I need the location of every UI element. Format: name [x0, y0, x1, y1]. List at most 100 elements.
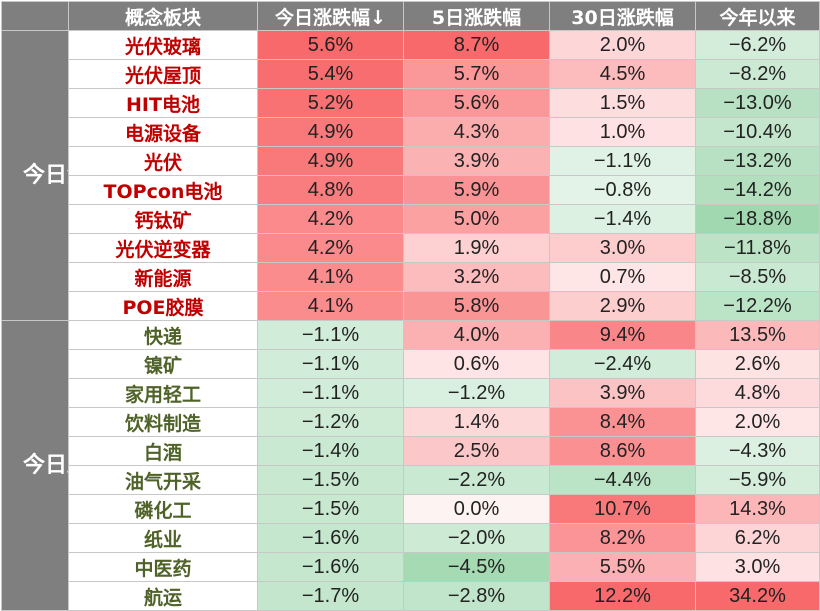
5day-change-cell: 5.0%: [403, 204, 550, 234]
ytd-change-cell: −18.8%: [695, 204, 820, 234]
sector-name-cell[interactable]: 饮料制造: [68, 407, 258, 437]
sector-name-cell[interactable]: 光伏逆变器: [68, 233, 258, 263]
5day-change-cell: 3.9%: [403, 146, 550, 176]
5day-change-cell: 4.0%: [403, 320, 550, 350]
ytd-change-cell: −10.4%: [695, 117, 820, 147]
ytd-change-cell: −6.2%: [695, 30, 820, 60]
ytd-change-cell: 6.2%: [695, 523, 820, 553]
column-header-ytd-change[interactable]: 今年以来: [695, 1, 820, 31]
sector-name-cell[interactable]: 航运: [68, 581, 258, 611]
ytd-change-cell: 13.5%: [695, 320, 820, 350]
table-row: 家用轻工 −1.1% −1.2% 3.9% 4.8%: [2, 378, 820, 408]
table-body: 今日涨幅前十光伏玻璃5.6%8.7%2.0%−6.2%光伏屋顶5.4%5.7%4…: [1, 30, 820, 611]
30day-change-cell: 1.5%: [549, 88, 696, 118]
30day-change-cell: 1.0%: [549, 117, 696, 147]
sector-name-cell[interactable]: HIT电池: [68, 88, 258, 118]
column-header-30day-change[interactable]: 30日涨跌幅: [549, 1, 696, 31]
table-row: 新能源 4.1% 3.2% 0.7% −8.5%: [2, 262, 820, 292]
sector-name-cell[interactable]: 钙钛矿: [68, 204, 258, 234]
group-label-text: 今日跌幅前十: [23, 453, 68, 478]
ytd-change-cell: −13.2%: [695, 146, 820, 176]
sector-name-cell[interactable]: 光伏: [68, 146, 258, 176]
sector-name-cell[interactable]: POE胶膜: [68, 291, 258, 321]
30day-change-cell: 2.9%: [549, 291, 696, 321]
5day-change-cell: −4.5%: [403, 552, 550, 582]
table-row: 纸业 −1.6% −2.0% 8.2% 6.2%: [2, 523, 820, 553]
column-header-sector[interactable]: 概念板块: [68, 1, 258, 31]
group-label-text: 今日涨幅前十: [23, 163, 68, 188]
30day-change-cell: −1.1%: [549, 146, 696, 176]
ytd-change-cell: −5.9%: [695, 465, 820, 495]
today-change-cell: −1.1%: [257, 378, 404, 408]
5day-change-cell: −2.0%: [403, 523, 550, 553]
ytd-change-cell: 3.0%: [695, 552, 820, 582]
5day-change-cell: 1.9%: [403, 233, 550, 263]
5day-change-cell: 8.7%: [403, 30, 550, 60]
sector-name-cell[interactable]: 光伏玻璃: [68, 30, 258, 60]
today-change-cell: −1.6%: [257, 523, 404, 553]
sector-name-cell[interactable]: 新能源: [68, 262, 258, 292]
table-row: 光伏屋顶 5.4% 5.7% 4.5% −8.2%: [2, 59, 820, 89]
ytd-change-cell: −4.3%: [695, 436, 820, 466]
5day-change-cell: 5.8%: [403, 291, 550, 321]
ytd-change-cell: −14.2%: [695, 175, 820, 205]
5day-change-cell: 0.0%: [403, 494, 550, 524]
table-row: 光伏 4.9% 3.9% −1.1% −13.2%: [2, 146, 820, 176]
today-change-cell: 4.1%: [257, 291, 404, 321]
today-change-cell: 5.2%: [257, 88, 404, 118]
sector-name-cell[interactable]: 纸业: [68, 523, 258, 553]
table-row: HIT电池 5.2% 5.6% 1.5% −13.0%: [2, 88, 820, 118]
5day-change-cell: 3.2%: [403, 262, 550, 292]
sector-name-cell[interactable]: 中医药: [68, 552, 258, 582]
column-header-5day-change[interactable]: 5日涨跌幅: [403, 1, 550, 31]
30day-change-cell: −0.8%: [549, 175, 696, 205]
ytd-change-cell: −8.2%: [695, 59, 820, 89]
column-header-today-change[interactable]: 今日涨跌幅↓: [257, 1, 404, 31]
today-change-cell: −1.5%: [257, 494, 404, 524]
5day-change-cell: −2.8%: [403, 581, 550, 611]
30day-change-cell: −4.4%: [549, 465, 696, 495]
group-label-top-losers: 今日跌幅前十: [1, 320, 69, 611]
table-row: 镍矿 −1.1% 0.6% −2.4% 2.6%: [2, 349, 820, 379]
ytd-change-cell: 2.6%: [695, 349, 820, 379]
sector-name-cell[interactable]: 油气开采: [68, 465, 258, 495]
table-row: POE胶膜 4.1% 5.8% 2.9% −12.2%: [2, 291, 820, 321]
sector-name-cell[interactable]: 家用轻工: [68, 378, 258, 408]
ytd-change-cell: −13.0%: [695, 88, 820, 118]
sector-name-cell[interactable]: TOPcon电池: [68, 175, 258, 205]
5day-change-cell: 0.6%: [403, 349, 550, 379]
today-change-cell: 5.6%: [257, 30, 404, 60]
30day-change-cell: 8.6%: [549, 436, 696, 466]
today-change-cell: 4.9%: [257, 117, 404, 147]
30day-change-cell: 0.7%: [549, 262, 696, 292]
5day-change-cell: −1.2%: [403, 378, 550, 408]
sector-name-cell[interactable]: 光伏屋顶: [68, 59, 258, 89]
today-change-cell: −1.1%: [257, 349, 404, 379]
30day-change-cell: 10.7%: [549, 494, 696, 524]
today-change-cell: −1.4%: [257, 436, 404, 466]
5day-change-cell: 4.3%: [403, 117, 550, 147]
sector-name-cell[interactable]: 快递: [68, 320, 258, 350]
table-row: 航运 −1.7% −2.8% 12.2% 34.2%: [2, 581, 820, 611]
sector-name-cell[interactable]: 镍矿: [68, 349, 258, 379]
table-row: 电源设备 4.9% 4.3% 1.0% −10.4%: [2, 117, 820, 147]
table-row: 钙钛矿 4.2% 5.0% −1.4% −18.8%: [2, 204, 820, 234]
30day-change-cell: 9.4%: [549, 320, 696, 350]
sector-name-cell[interactable]: 电源设备: [68, 117, 258, 147]
today-change-cell: 5.4%: [257, 59, 404, 89]
5day-change-cell: 1.4%: [403, 407, 550, 437]
ytd-change-cell: 14.3%: [695, 494, 820, 524]
table-row: 饮料制造 −1.2% 1.4% 8.4% 2.0%: [2, 407, 820, 437]
30day-change-cell: −1.4%: [549, 204, 696, 234]
sector-name-cell[interactable]: 白酒: [68, 436, 258, 466]
30day-change-cell: 3.0%: [549, 233, 696, 263]
today-change-cell: 4.1%: [257, 262, 404, 292]
30day-change-cell: 3.9%: [549, 378, 696, 408]
sector-name-cell[interactable]: 磷化工: [68, 494, 258, 524]
group-label-top-gainers: 今日涨幅前十: [1, 30, 69, 321]
table-row: 光伏逆变器 4.2% 1.9% 3.0% −11.8%: [2, 233, 820, 263]
table-row: 油气开采 −1.5% −2.2% −4.4% −5.9%: [2, 465, 820, 495]
5day-change-cell: 5.9%: [403, 175, 550, 205]
